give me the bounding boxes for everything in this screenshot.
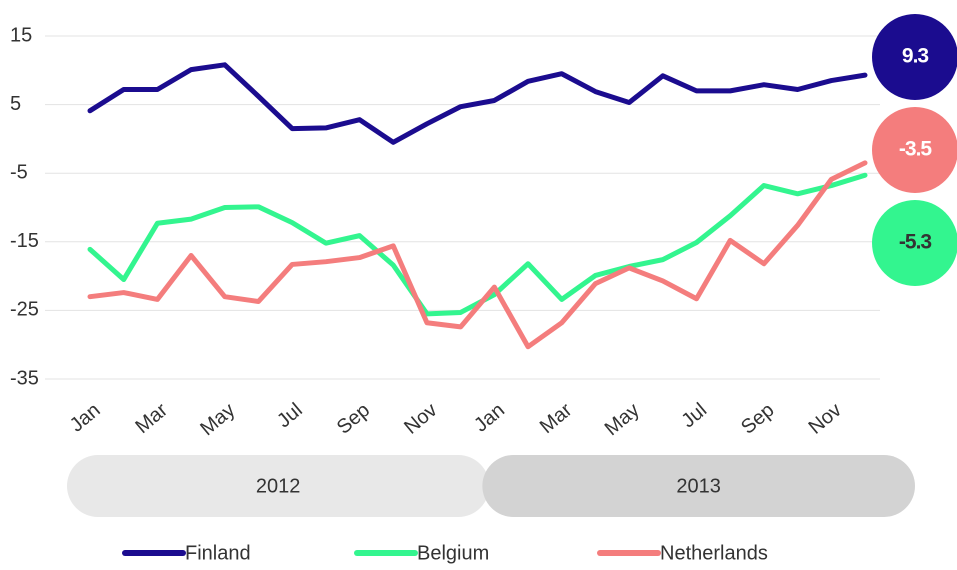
legend-label: Belgium <box>417 542 489 564</box>
year-group <box>67 455 490 517</box>
x-tick-label: May <box>196 399 239 440</box>
x-tick-label: Jan <box>470 399 509 437</box>
x-tick-label: Jan <box>66 399 105 437</box>
legend-label: Finland <box>185 542 251 564</box>
year-group-label: 2012 <box>256 475 301 497</box>
x-tick-label: Nov <box>805 399 846 439</box>
end-badge <box>872 200 957 286</box>
end-badge-label: -5.3 <box>899 231 932 254</box>
x-tick-label: May <box>601 399 644 440</box>
x-tick-label: Sep <box>333 399 374 439</box>
y-tick-label: 5 <box>10 93 21 115</box>
line-series <box>87 172 868 317</box>
end-badge <box>872 107 957 193</box>
line-series <box>87 160 868 350</box>
y-tick-label: -5 <box>10 161 28 183</box>
y-tick-label: -15 <box>10 230 39 252</box>
end-badge-label: 9.3 <box>902 45 929 68</box>
year-group-label: 2013 <box>676 475 721 497</box>
x-tick-label: Mar <box>131 399 172 438</box>
legend-label: Netherlands <box>660 542 768 564</box>
x-tick-label: Jul <box>677 399 711 432</box>
y-tick-label: 15 <box>10 24 32 46</box>
y-tick-label: -35 <box>10 367 39 389</box>
line-series <box>87 62 868 145</box>
end-badge <box>872 14 957 100</box>
year-group <box>482 455 915 517</box>
y-tick-label: -25 <box>10 299 39 321</box>
x-tick-label: Jul <box>273 399 307 432</box>
x-tick-label: Mar <box>536 399 577 438</box>
x-tick-label: Nov <box>400 399 441 439</box>
x-tick-label: Sep <box>737 399 778 439</box>
end-badge-label: -3.5 <box>899 138 933 161</box>
